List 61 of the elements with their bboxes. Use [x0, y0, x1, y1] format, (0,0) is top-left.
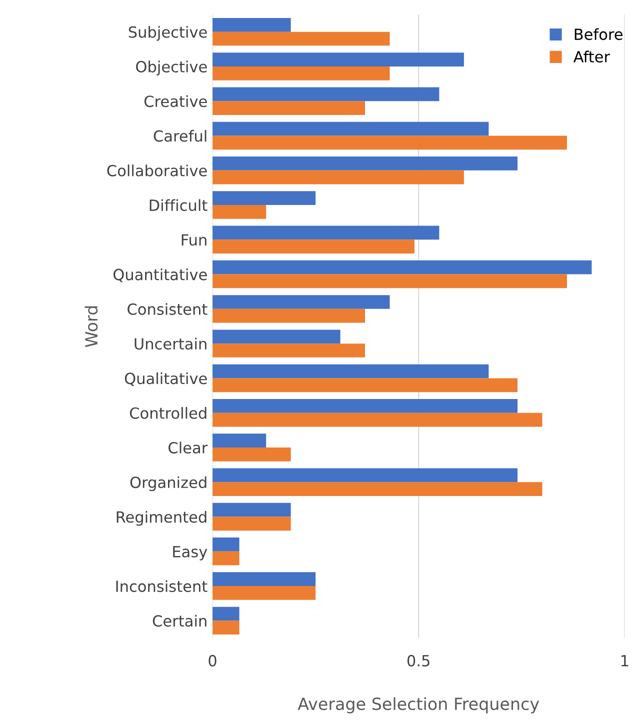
bar: [212, 191, 316, 206]
bar: [212, 516, 291, 531]
y-tick-label: Subjective: [128, 26, 207, 41]
bar: [212, 378, 518, 392]
y-tick-label: Difficult: [150, 199, 208, 212]
bar: [212, 538, 240, 552]
bar: [212, 18, 291, 32]
bar: [212, 606, 240, 621]
y-tick-label: Careful: [154, 130, 206, 142]
y-tick-label: Consistent: [128, 303, 208, 315]
bar: [212, 295, 390, 309]
bar: [212, 398, 518, 413]
bar: [212, 502, 291, 517]
bar: [212, 412, 542, 427]
x-tick-label: 0: [208, 654, 216, 666]
bar: [212, 156, 518, 170]
bar: [212, 447, 291, 462]
bar: [212, 551, 240, 566]
bar: [212, 572, 316, 586]
x-axis-title: Average Selection Frequency: [298, 697, 540, 714]
bar: [212, 205, 266, 219]
bar: [212, 87, 440, 102]
bar: [212, 32, 390, 46]
bar: [212, 434, 266, 448]
y-tick-label: Clear: [168, 442, 208, 454]
y-tick-label: Uncertain: [134, 338, 206, 350]
y-tick-label: Inconsistent: [116, 580, 208, 592]
y-tick-label: Regimented: [116, 510, 206, 526]
bar: [212, 240, 414, 254]
y-tick-label: Quantitative: [114, 268, 207, 282]
bar: [212, 260, 592, 274]
bar: [212, 122, 489, 136]
y-tick-label: Certain: [152, 614, 206, 627]
bar: [212, 330, 340, 344]
bar: [212, 101, 366, 115]
bar: [212, 344, 366, 358]
bar: [212, 620, 240, 635]
bar: [212, 66, 390, 80]
y-tick-label: Fun: [182, 234, 206, 246]
legend-label: After: [573, 50, 610, 62]
y-tick-label: Controlled: [130, 407, 206, 419]
legend-label: Before: [574, 28, 622, 40]
y-tick-label: Objective: [136, 60, 207, 76]
y-tick-label: Organized: [130, 476, 206, 492]
bar: [212, 364, 489, 378]
y-tick-label: Collaborative: [107, 164, 207, 176]
y-axis-title: Word: [84, 306, 98, 348]
x-tick-label: 1: [622, 655, 628, 666]
y-tick-label: Creative: [144, 95, 207, 108]
bar: [212, 482, 542, 496]
bar: [212, 308, 366, 323]
bar: [212, 52, 464, 66]
y-tick-label: Qualitative: [124, 372, 207, 386]
y-tick-label: Easy: [173, 546, 208, 560]
bar: [212, 468, 518, 482]
bar: [212, 136, 567, 150]
bar: [212, 274, 567, 288]
x-tick-label: 0.5: [407, 654, 430, 666]
bar: [212, 170, 464, 184]
bar: [212, 226, 440, 240]
bar: [212, 586, 316, 600]
